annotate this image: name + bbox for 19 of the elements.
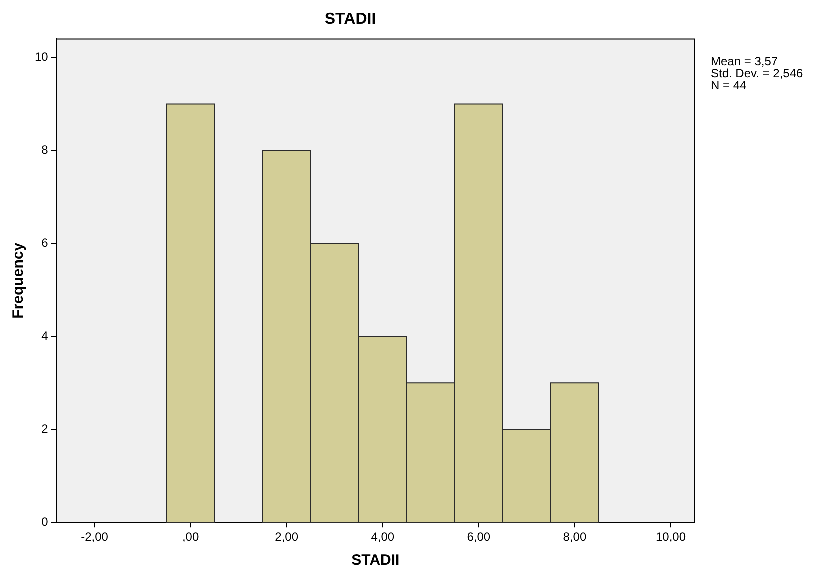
x-tick-label: 6,00 bbox=[467, 530, 491, 544]
x-tick-label: 8,00 bbox=[563, 530, 587, 544]
text: N = 44 bbox=[711, 78, 748, 93]
x-tick-label: -2,00 bbox=[81, 530, 109, 544]
x-axis-title: STADII bbox=[352, 552, 400, 570]
y-tick-label: 10 bbox=[34, 50, 49, 64]
chart-title: STADII bbox=[324, 11, 376, 28]
y-tick-label: 8 bbox=[42, 143, 49, 158]
x-tick-label: 2,00 bbox=[275, 530, 299, 544]
text: Mean = 3,57 bbox=[711, 54, 778, 69]
x-tick-label: ,00 bbox=[182, 530, 200, 544]
y-tick-label: 6 bbox=[42, 236, 49, 250]
y-tick-label: 4 bbox=[42, 328, 49, 343]
x-tick-label: 4,00 bbox=[371, 530, 395, 544]
x-tick-label: 10,00 bbox=[656, 530, 686, 544]
text: Std. Dev. = 2,546 bbox=[711, 66, 804, 81]
y-tick-label: 2 bbox=[42, 422, 49, 436]
y-tick-label: 0 bbox=[42, 514, 49, 529]
y-axis-title: Frequency bbox=[10, 242, 28, 319]
